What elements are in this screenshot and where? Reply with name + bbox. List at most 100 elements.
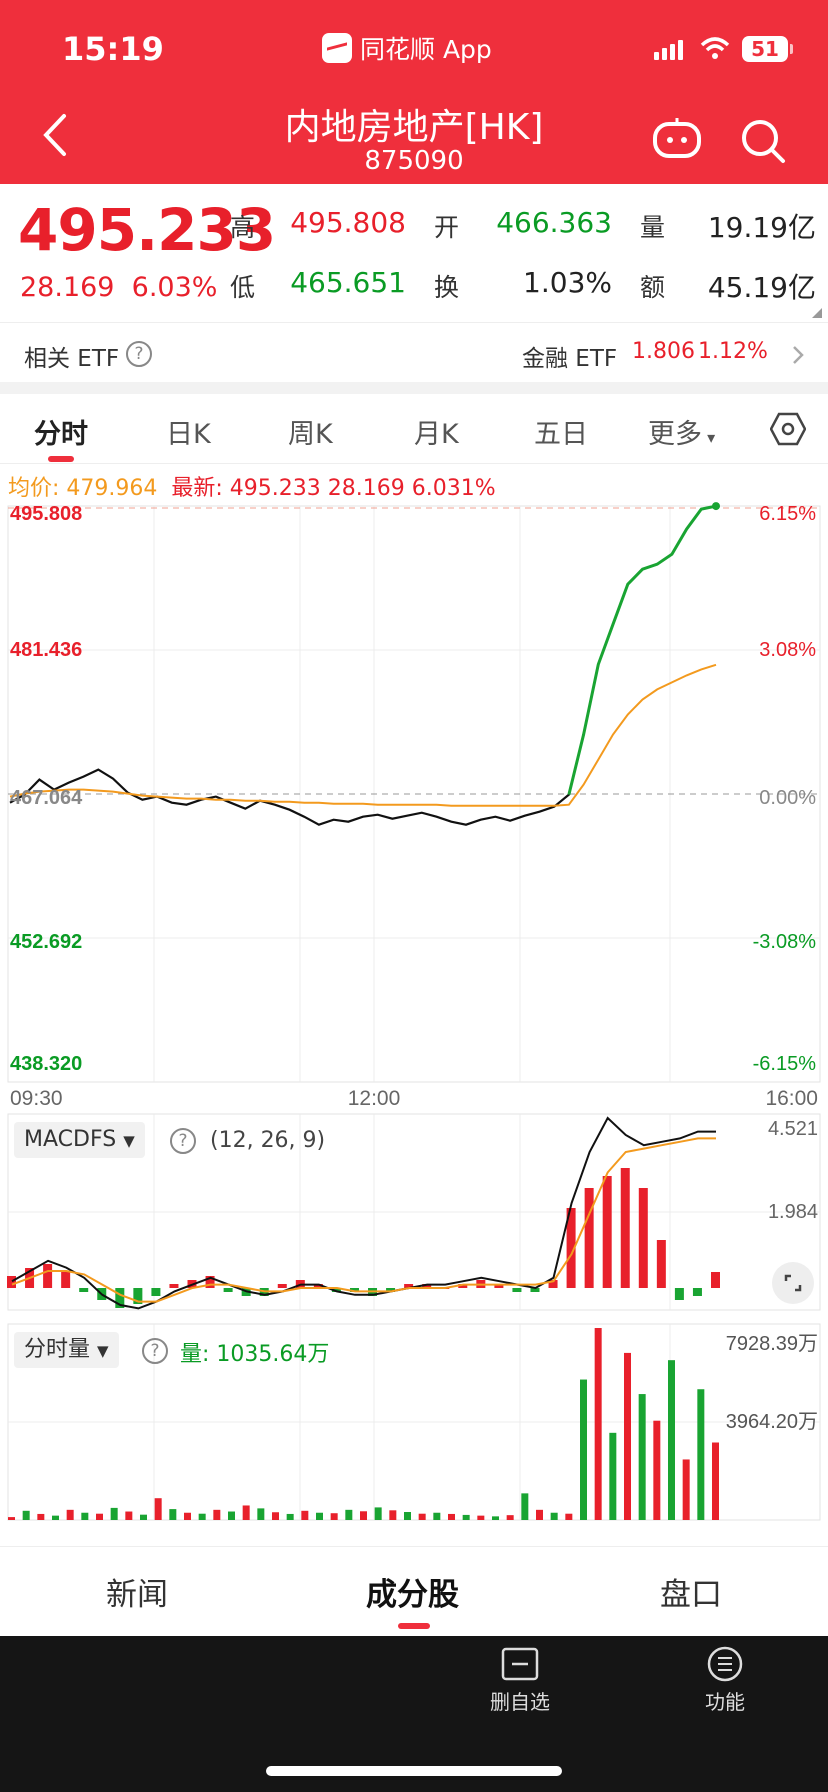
macd-histogram-bar: [386, 1288, 396, 1292]
corner-mark-icon: [812, 308, 822, 318]
volume-bar: [8, 1517, 15, 1520]
volume-bar: [125, 1511, 133, 1520]
macd-histogram-bar: [61, 1272, 71, 1288]
related-etf-row[interactable]: 相关 ETF ? 金融 ETF 1.806 1.12%: [0, 322, 828, 382]
volume-bar: [638, 1394, 646, 1520]
price-axis-right-label: 3.08%: [759, 639, 816, 661]
tab-more[interactable]: 更多 ▾: [648, 419, 716, 450]
volume-bar: [477, 1515, 485, 1520]
intraday-chart[interactable]: 495.808 481.436 467.064 452.692 438.320 6.15%…: [0, 0, 828, 1546]
stock-code: 875090: [364, 146, 464, 176]
high-label: 高: [230, 213, 256, 242]
low-value: 465.651: [290, 266, 406, 299]
volume-bar: [37, 1513, 45, 1520]
amount-label: 额: [640, 273, 666, 302]
volume-bar: [213, 1509, 221, 1520]
price-axis-right-label: 0.00%: [759, 787, 816, 809]
help-icon[interactable]: ?: [126, 341, 152, 367]
volume-bar: [609, 1432, 617, 1520]
tab-daily-k[interactable]: 日K: [166, 419, 211, 450]
macd-histogram-bar: [79, 1288, 89, 1292]
status-app-name: 同花顺 App: [322, 30, 492, 66]
price-change: 28.169 6.03%: [20, 272, 218, 303]
section-divider: [0, 382, 828, 394]
tab-weekly-k[interactable]: 周K: [288, 419, 333, 450]
app-header: 15:19 同花顺 App 51 内地房地产[HK] 875090: [0, 0, 828, 184]
open-label: 开: [434, 213, 460, 242]
macd-histogram-bar: [584, 1188, 594, 1288]
volume-bar: [550, 1512, 558, 1520]
back-button[interactable]: [36, 110, 76, 160]
volume-bar: [668, 1360, 675, 1520]
tab-five-day[interactable]: 五日: [534, 419, 588, 450]
macd-histogram-bar: [349, 1288, 359, 1292]
battery-icon: 51: [742, 36, 793, 62]
macd-help-icon[interactable]: ?: [170, 1128, 196, 1154]
volume-bar: [66, 1509, 74, 1520]
expand-icon: [784, 1274, 802, 1292]
volume-indicator-selector[interactable]: 分时量 ▼: [14, 1332, 119, 1368]
functions-button[interactable]: 功能: [700, 1646, 750, 1715]
signal-icon: [654, 40, 683, 60]
volume-bar: [81, 1512, 89, 1520]
remove-watchlist-button[interactable]: 删自选: [488, 1646, 552, 1715]
macd-histogram-bar: [313, 1284, 323, 1288]
volume-bar: [184, 1512, 191, 1520]
tab-order-book[interactable]: 盘口: [660, 1577, 722, 1613]
volume-bar: [433, 1512, 441, 1520]
macd-indicator-selector[interactable]: MACDFS ▼: [14, 1122, 145, 1158]
tab-news[interactable]: 新闻: [106, 1577, 168, 1613]
turnover-label: 换: [434, 273, 460, 302]
etf-fund-pct: 1.12%: [698, 339, 768, 364]
volume-bar: [52, 1515, 59, 1520]
volume-bar: [580, 1379, 587, 1520]
volume-axis-label: 7928.39万: [726, 1333, 818, 1355]
open-value: 466.363: [496, 206, 612, 239]
robot-assistant-icon[interactable]: [652, 118, 702, 158]
volume-bar: [521, 1493, 529, 1520]
amount-value: 45.19亿: [707, 271, 816, 304]
price-axis-left-label: 481.436: [10, 639, 82, 661]
search-icon[interactable]: [740, 118, 786, 164]
last-price: 495.233: [18, 196, 276, 264]
volume-bar: [198, 1513, 206, 1520]
macd-histogram-bar: [331, 1288, 341, 1292]
related-etf-label: 相关 ETF: [24, 346, 120, 372]
volume-bar: [462, 1514, 470, 1520]
volume-bar: [330, 1513, 338, 1520]
volume-axis-label: 3964.20万: [726, 1411, 818, 1433]
macd-histogram-bar: [169, 1284, 179, 1288]
volume-bar: [565, 1513, 573, 1520]
volume-bar: [242, 1505, 250, 1520]
page-title: 内地房地产[HK]: [284, 107, 544, 148]
price-axis-right-label: -6.15%: [753, 1053, 817, 1075]
tab-constituents[interactable]: 成分股: [366, 1577, 459, 1613]
tab-monthly-k[interactable]: 月K: [414, 419, 459, 450]
status-time: 15:19: [62, 30, 164, 68]
tab-intraday[interactable]: 分时: [34, 419, 88, 450]
volume-bar: [154, 1498, 162, 1520]
macd-histogram-bar: [205, 1276, 215, 1288]
volume-bar: [712, 1442, 719, 1520]
macd-axis-label: 4.521: [768, 1118, 818, 1140]
volume-bar: [389, 1510, 397, 1520]
etf-fund-name: 金融 ETF: [522, 346, 618, 372]
turnover-value: 1.03%: [523, 266, 612, 299]
avg-price-line: [9, 663, 717, 807]
volume-value: 19.19亿: [707, 211, 816, 244]
volume-bar: [140, 1514, 147, 1520]
fullscreen-button[interactable]: [772, 1262, 814, 1304]
volume-bar: [286, 1513, 294, 1520]
volume-help-icon[interactable]: ?: [142, 1338, 168, 1364]
macd-histogram-bar: [692, 1288, 702, 1296]
app-logo-icon: [322, 33, 352, 63]
time-axis-label: 16:00: [765, 1087, 818, 1110]
macd-histogram-bar: [133, 1288, 143, 1304]
home-indicator: [266, 1766, 562, 1776]
macd-histogram-bar: [422, 1284, 432, 1288]
macd-histogram-bar: [494, 1284, 504, 1288]
period-tabs: 分时 日K 周K 月K 五日 更多 ▾: [0, 394, 828, 464]
settings-hexagon-icon[interactable]: [770, 412, 806, 446]
volume-bar: [492, 1516, 499, 1520]
macd-dea-line: [11, 1137, 716, 1303]
